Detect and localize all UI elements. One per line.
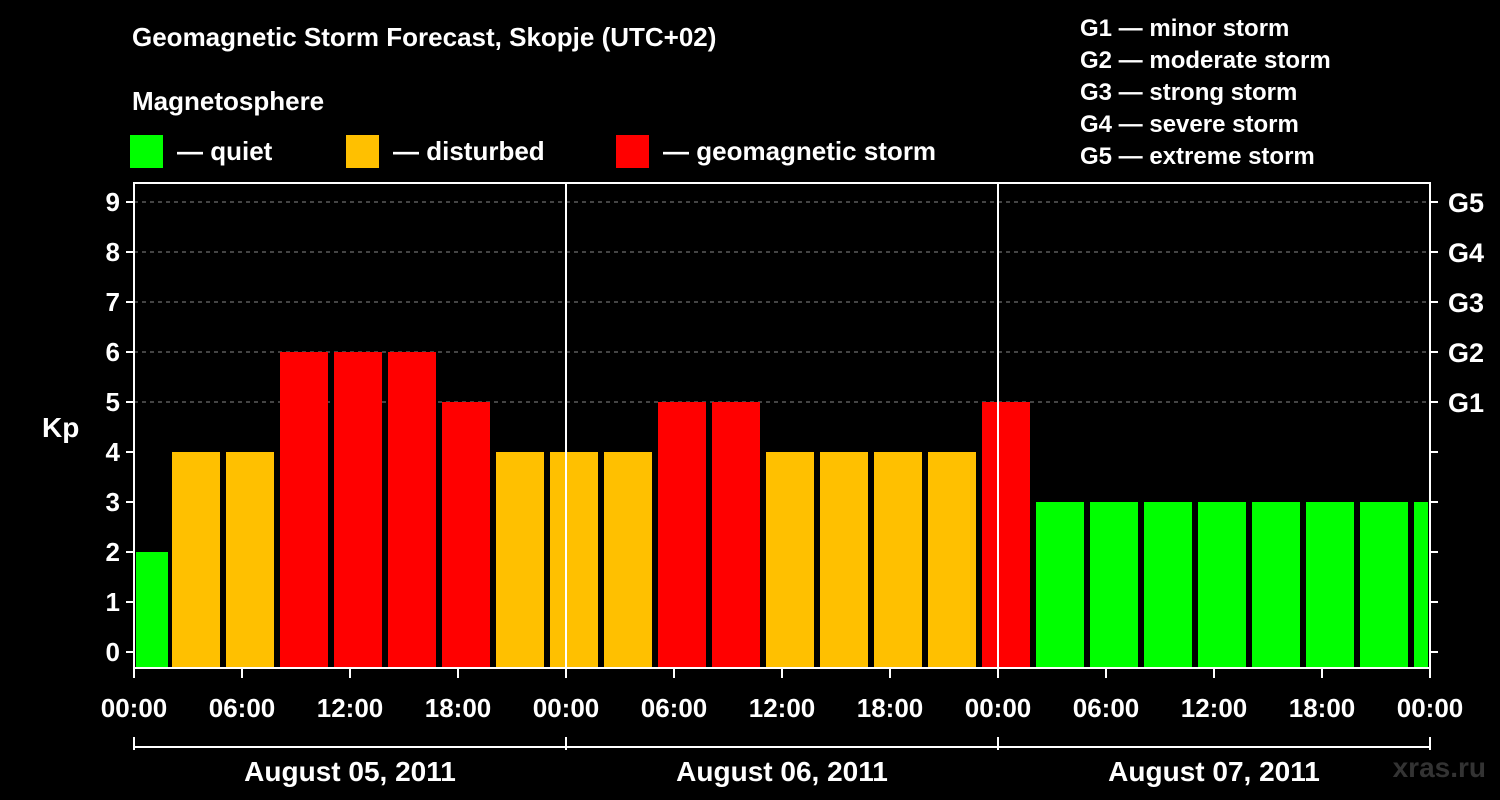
- x-tick-label: 00:00: [965, 693, 1032, 723]
- y-tick-label: 0: [106, 637, 120, 667]
- g-level-label: G5: [1448, 188, 1484, 218]
- day-label: August 05, 2011: [244, 756, 456, 787]
- grid-layer: [134, 201, 1430, 403]
- g-level-label: G4: [1448, 238, 1484, 268]
- x-tick-label: 18:00: [857, 693, 924, 723]
- y-tick-label: 8: [106, 237, 120, 267]
- kp-bar: [1360, 502, 1408, 668]
- kp-bar: [1252, 502, 1300, 668]
- x-tick-label: 00:00: [101, 693, 168, 723]
- kp-bar: [172, 452, 220, 668]
- kp-bar: [1090, 502, 1138, 668]
- x-tick-label: 06:00: [1073, 693, 1140, 723]
- storm-level-g1: G1 — minor storm: [1080, 15, 1290, 42]
- kp-bar: [712, 402, 760, 668]
- chart-subtitle: Magnetosphere: [132, 86, 325, 116]
- g-level-label: G1: [1448, 388, 1484, 418]
- x-tick-label: 12:00: [317, 693, 384, 723]
- x-tick-label: 18:00: [425, 693, 492, 723]
- kp-bar: [820, 452, 868, 668]
- axes-layer: [126, 182, 1438, 750]
- kp-bar: [1144, 502, 1192, 668]
- y-tick-label: 1: [106, 587, 120, 617]
- brand-watermark: xras.ru: [1392, 752, 1486, 783]
- kp-bar: [1414, 502, 1428, 668]
- day-label: August 07, 2011: [1108, 756, 1320, 787]
- x-tick-label: 06:00: [209, 693, 276, 723]
- kp-bar: [604, 452, 652, 668]
- legend-label-disturbed: — disturbed: [393, 135, 545, 166]
- kp-bar: [1198, 502, 1246, 668]
- x-tick-label: 12:00: [1181, 693, 1248, 723]
- x-tick-label: 06:00: [641, 693, 708, 723]
- kp-bar: [334, 352, 382, 668]
- legend-label-quiet: — quiet: [177, 135, 273, 166]
- kp-bar: [280, 352, 328, 668]
- storm-level-g4: G4 — severe storm: [1080, 111, 1299, 138]
- chart-title: Geomagnetic Storm Forecast, Skopje (UTC+…: [132, 22, 717, 52]
- kp-bar: [766, 452, 814, 668]
- y-tick-label: 6: [106, 337, 120, 367]
- kp-bar: [658, 402, 706, 668]
- day-label: August 06, 2011: [676, 756, 888, 787]
- y-tick-label: 5: [106, 387, 120, 417]
- storm-level-g5: G5 — extreme storm: [1080, 143, 1315, 170]
- legend-item-disturbed: — disturbed: [346, 134, 545, 168]
- y-axis-label: Kp: [42, 412, 79, 443]
- kp-bar: [226, 452, 274, 668]
- x-tick-label: 12:00: [749, 693, 816, 723]
- legend-label-storm: — geomagnetic storm: [663, 135, 937, 166]
- y-tick-label: 9: [106, 187, 120, 217]
- y-tick-label: 7: [106, 287, 120, 317]
- y-tick-label: 3: [106, 487, 120, 517]
- kp-bar: [496, 452, 544, 668]
- legend-swatch-storm: [616, 134, 649, 168]
- legend-item-storm: — geomagnetic storm: [616, 134, 936, 168]
- g-level-label: G3: [1448, 288, 1484, 318]
- g-level-label: G2: [1448, 338, 1484, 368]
- labels-layer: 0 1 2 3 4 5 6 7 8 9 G1 G2 G3 G4 G5 Kp 00:00 06:00 12:00 18:…: [42, 187, 1484, 787]
- kp-bar: [442, 402, 490, 668]
- storm-level-g3: G3 — strong storm: [1080, 79, 1298, 106]
- kp-bar: [1306, 502, 1354, 668]
- x-tick-label: 00:00: [533, 693, 600, 723]
- kp-bar: [874, 452, 922, 668]
- kp-bar: [1036, 502, 1084, 668]
- y-tick-label: 2: [106, 537, 120, 567]
- legend-swatch-quiet: [130, 134, 163, 168]
- kp-bar: [388, 352, 436, 668]
- x-tick-label: 00:00: [1397, 693, 1464, 723]
- kp-bar: [928, 452, 976, 668]
- legend-swatch-disturbed: [346, 134, 379, 168]
- kp-bar: [550, 452, 598, 668]
- y-tick-label: 4: [106, 437, 121, 467]
- x-tick-label: 18:00: [1289, 693, 1356, 723]
- legend-item-quiet: — quiet: [130, 134, 272, 168]
- storm-level-g2: G2 — moderate storm: [1080, 47, 1331, 74]
- kp-bar: [982, 402, 1030, 668]
- kp-bar: [136, 552, 168, 668]
- bars-layer: [136, 352, 1428, 668]
